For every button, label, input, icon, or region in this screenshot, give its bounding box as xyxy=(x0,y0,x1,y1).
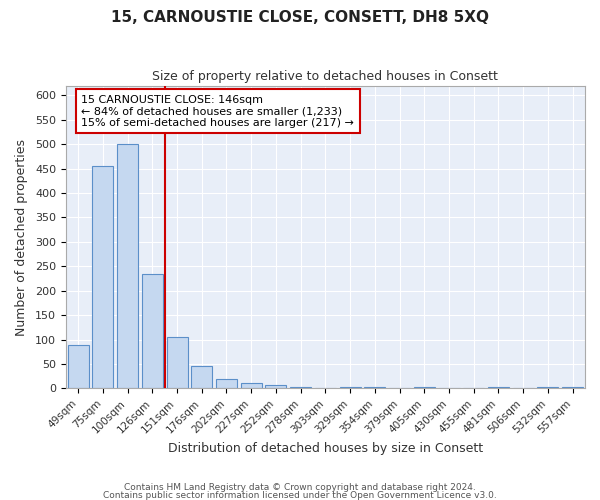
Bar xyxy=(191,366,212,388)
Bar xyxy=(241,382,262,388)
Bar xyxy=(340,387,361,388)
Text: Contains HM Land Registry data © Crown copyright and database right 2024.: Contains HM Land Registry data © Crown c… xyxy=(124,484,476,492)
Bar xyxy=(117,144,138,388)
Bar xyxy=(364,387,385,388)
X-axis label: Distribution of detached houses by size in Consett: Distribution of detached houses by size … xyxy=(168,442,483,455)
Text: 15, CARNOUSTIE CLOSE, CONSETT, DH8 5XQ: 15, CARNOUSTIE CLOSE, CONSETT, DH8 5XQ xyxy=(111,10,489,25)
Bar xyxy=(68,346,89,389)
Text: 15 CARNOUSTIE CLOSE: 146sqm
← 84% of detached houses are smaller (1,233)
15% of : 15 CARNOUSTIE CLOSE: 146sqm ← 84% of det… xyxy=(82,94,354,128)
Bar xyxy=(216,378,237,388)
Bar xyxy=(142,274,163,388)
Bar xyxy=(92,166,113,388)
Bar xyxy=(167,337,188,388)
Title: Size of property relative to detached houses in Consett: Size of property relative to detached ho… xyxy=(152,70,499,83)
Y-axis label: Number of detached properties: Number of detached properties xyxy=(15,138,28,336)
Bar xyxy=(265,384,286,388)
Text: Contains public sector information licensed under the Open Government Licence v3: Contains public sector information licen… xyxy=(103,490,497,500)
